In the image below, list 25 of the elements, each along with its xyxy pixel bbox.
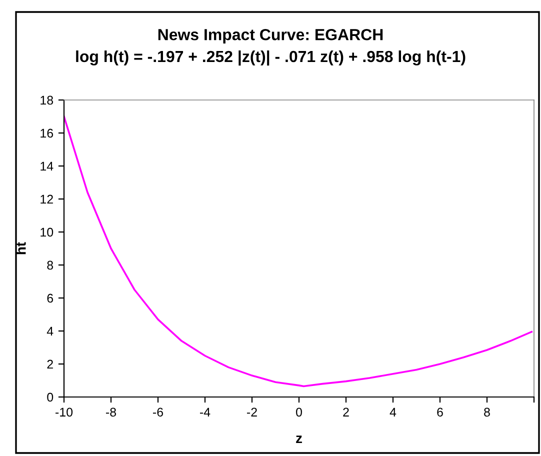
y-tick-label: 2 [47, 360, 53, 369]
x-tick-label: 0 [296, 408, 302, 417]
y-tick-label: 4 [46, 326, 54, 336]
y-tick-label: 14 [40, 162, 54, 171]
x-tick-label: 8 [484, 408, 490, 417]
chart-subtitle: log h(t) = -.197 + .252 |z(t)| - .071 z(t) + .958 log h(t-1) [76, 50, 466, 66]
x-tick-label: -6 [153, 408, 164, 417]
x-tick-label: 4 [390, 408, 396, 416]
chart-title: News Impact Curve: EGARCH [158, 28, 383, 44]
y-tick-label: 6 [47, 294, 54, 303]
y-tick-label: 8 [47, 260, 54, 270]
x-tick-label: 2 [343, 408, 349, 416]
x-tick-label: -8 [106, 408, 116, 417]
y-tick-label: 12 [40, 194, 53, 204]
x-tick-label: -4 [200, 408, 210, 416]
y-tick-label: 16 [40, 128, 54, 138]
y-tick-label: 0 [47, 392, 54, 402]
y-tick-label: 18 [40, 96, 54, 105]
x-axis-title: z [296, 436, 302, 444]
y-axis-title: ht [16, 242, 26, 254]
x-tick-label: -2 [247, 408, 257, 416]
y-tick-label: 10 [40, 228, 54, 237]
line-series [64, 116, 533, 388]
x-tick-label: -10 [56, 408, 73, 417]
x-tick-label: 6 [437, 408, 443, 417]
